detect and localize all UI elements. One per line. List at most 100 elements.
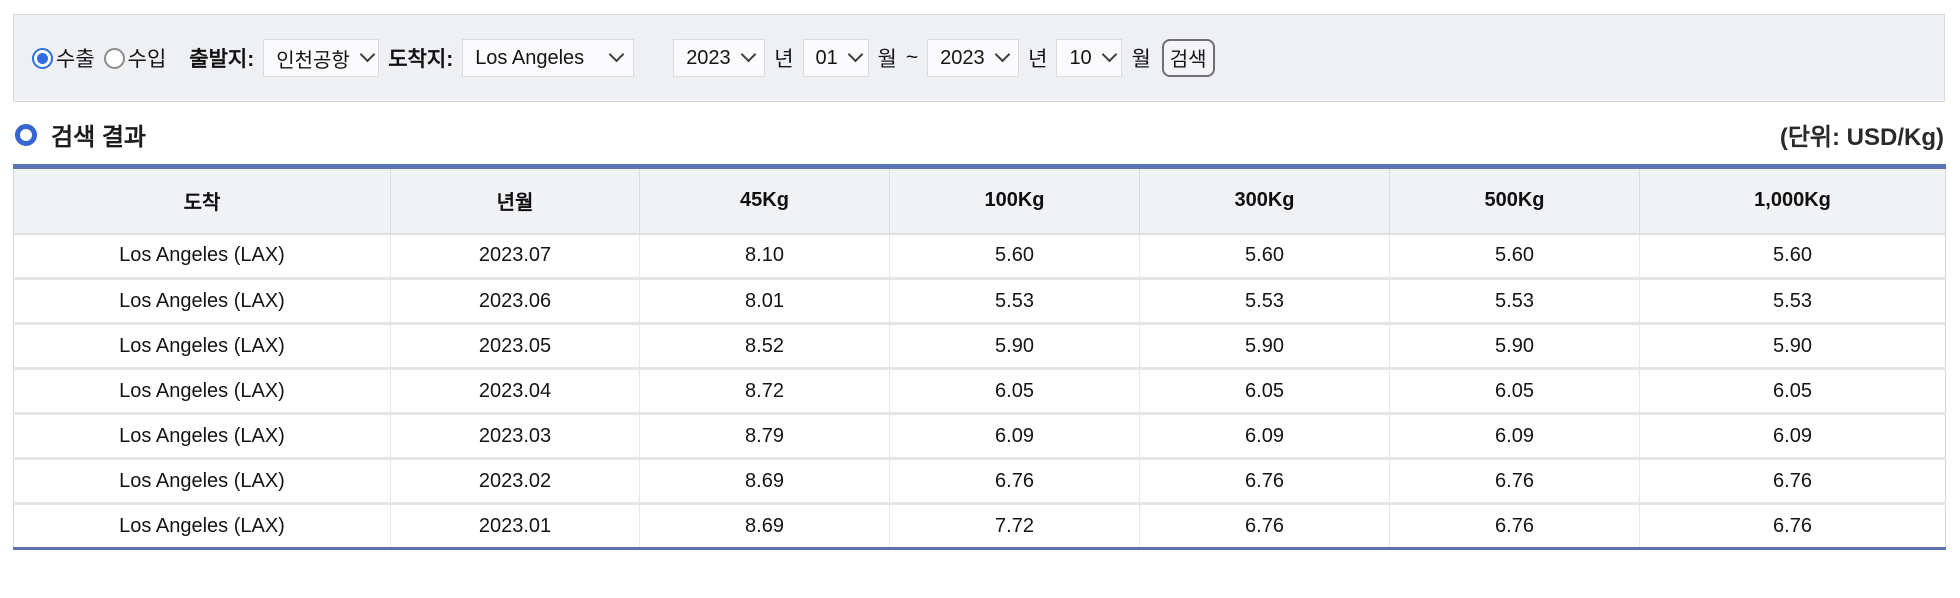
table-cell: 6.76 [1639,458,1946,505]
table-row: Los Angeles (LAX) 2023.02 8.69 6.76 6.76 6.76… [13,458,1946,505]
arrival-select[interactable]: Los Angeles [462,39,635,77]
arrival-label: 도착지: [388,48,454,71]
departure-label: 출발지: [189,48,255,71]
radio-export[interactable]: 수출 [32,43,95,73]
table-cell: 2023.06 [390,278,640,325]
departure-select-value: 인천공항 [276,49,350,72]
table-cell: 2023.02 [390,458,640,505]
table-cell: 8.72 [639,368,890,415]
table-cell: Los Angeles (LAX) [13,323,391,370]
unit-label: (단위: USD/Kg) [1779,124,1944,151]
chevron-down-icon [608,46,625,63]
column-header: 년월 [390,166,640,235]
table-cell: Los Angeles (LAX) [13,503,391,549]
table-cell: 5.90 [889,323,1140,370]
table-cell: 6.76 [1139,458,1390,505]
table-cell: 6.76 [1389,458,1640,505]
table-cell: 7.72 [889,503,1140,549]
table-row: Los Angeles (LAX) 2023.05 8.52 5.90 5.90 5.90… [13,323,1946,370]
table-cell: 6.05 [1639,368,1946,415]
table-cell: 8.10 [639,233,890,280]
results-header: 검색 결과 (단위: USD/Kg) [15,117,1944,152]
rate-table: 도착 년월 45Kg 100Kg 300Kg 500Kg 1,000Kg Los Angel… [13,164,1946,550]
table-cell: 5.60 [1639,233,1946,280]
table-cell: 6.76 [1139,503,1390,549]
chevron-down-icon [1101,46,1117,63]
search-button[interactable]: 검색 [1161,39,1215,77]
column-header: 45Kg [639,166,890,235]
table-row: Los Angeles (LAX) 2023.04 8.72 6.05 6.05 6.05… [13,368,1946,415]
table-cell: 5.53 [1389,278,1640,325]
start-year-select[interactable]: 2023 [673,39,766,77]
end-month-unit: 월 [1131,48,1151,71]
table-cell: 5.90 [1639,323,1946,370]
table-cell: 5.60 [889,233,1140,280]
table-cell: 5.90 [1389,323,1640,370]
table-cell: 6.09 [1639,413,1946,460]
departure-select[interactable]: 인천공항 [263,39,380,77]
table-cell: 6.76 [1389,503,1640,549]
start-month-value: 01 [815,46,838,69]
table-cell: 8.69 [639,503,890,549]
table-cell: 6.76 [1639,503,1946,549]
table-cell: 6.76 [889,458,1140,505]
radio-import[interactable]: 수입 [103,43,167,73]
table-row: Los Angeles (LAX) 2023.03 8.79 6.09 6.09 6.09… [13,413,1946,460]
chevron-down-icon [359,46,376,63]
table-body: Los Angeles (LAX) 2023.07 8.10 5.60 5.60 5.60… [13,233,1946,549]
column-header: 500Kg [1389,166,1640,235]
start-month-select[interactable]: 01 [802,39,869,77]
table-row: Los Angeles (LAX) 2023.01 8.69 7.72 6.76 6.76… [13,503,1946,549]
end-year-value: 2023 [940,46,985,69]
table-cell: 6.09 [1389,413,1640,460]
chevron-down-icon [847,46,864,63]
arrival-select-value: Los Angeles [475,46,585,69]
end-month-value: 10 [1069,46,1092,69]
table-cell: Los Angeles (LAX) [13,413,391,460]
table-cell: 5.60 [1139,233,1390,280]
start-month-unit: 월 [877,48,897,71]
table-cell: 5.53 [1639,278,1946,325]
table-cell: 6.05 [889,368,1140,415]
end-month-select[interactable]: 10 [1056,39,1123,77]
table-cell: Los Angeles (LAX) [13,368,391,415]
search-bar: 수출 수입 출발지: 인천공항 도착지: Los Angeles 2023 년 … [13,14,1945,102]
table-cell: 2023.03 [390,413,640,460]
chevron-down-icon [994,46,1010,63]
table-cell: 6.09 [1139,413,1390,460]
table-cell: 8.69 [639,458,890,505]
table-cell: 6.05 [1139,368,1390,415]
end-year-select[interactable]: 2023 [927,39,1020,77]
table-cell: 5.53 [1139,278,1390,325]
table-cell: 2023.04 [390,368,640,415]
radio-import-label: 수입 [127,48,167,71]
table-cell: 8.52 [639,323,890,370]
results-title-group: 검색 결과 [15,117,146,152]
table-cell: 5.53 [889,278,1140,325]
end-year-unit: 년 [1028,48,1048,71]
section-title: 검색 결과 [51,124,146,151]
table-cell: 2023.01 [390,503,640,549]
chevron-down-icon [740,46,756,63]
column-header: 300Kg [1139,166,1390,235]
column-header: 도착 [13,166,391,235]
column-header: 1,000Kg [1639,166,1946,235]
table-cell: 6.05 [1389,368,1640,415]
table-cell: Los Angeles (LAX) [13,233,391,280]
column-header: 100Kg [889,166,1140,235]
table-cell: 2023.05 [390,323,640,370]
period-separator: ~ [905,46,919,69]
table-cell: Los Angeles (LAX) [13,458,391,505]
table-cell: 5.60 [1389,233,1640,280]
radio-selected-icon [32,47,53,69]
section-bullet-icon [15,123,37,146]
table-cell: 5.90 [1139,323,1390,370]
radio-unselected-icon [103,47,125,69]
table-cell: 8.01 [639,278,890,325]
table-cell: 2023.07 [390,233,640,280]
start-year-value: 2023 [686,46,731,69]
table-header-row: 도착 년월 45Kg 100Kg 300Kg 500Kg 1,000Kg [13,166,1946,235]
table-row: Los Angeles (LAX) 2023.07 8.10 5.60 5.60 5.60… [13,233,1946,280]
radio-export-label: 수출 [56,48,95,71]
table-row: Los Angeles (LAX) 2023.06 8.01 5.53 5.53 5.53… [13,278,1946,325]
